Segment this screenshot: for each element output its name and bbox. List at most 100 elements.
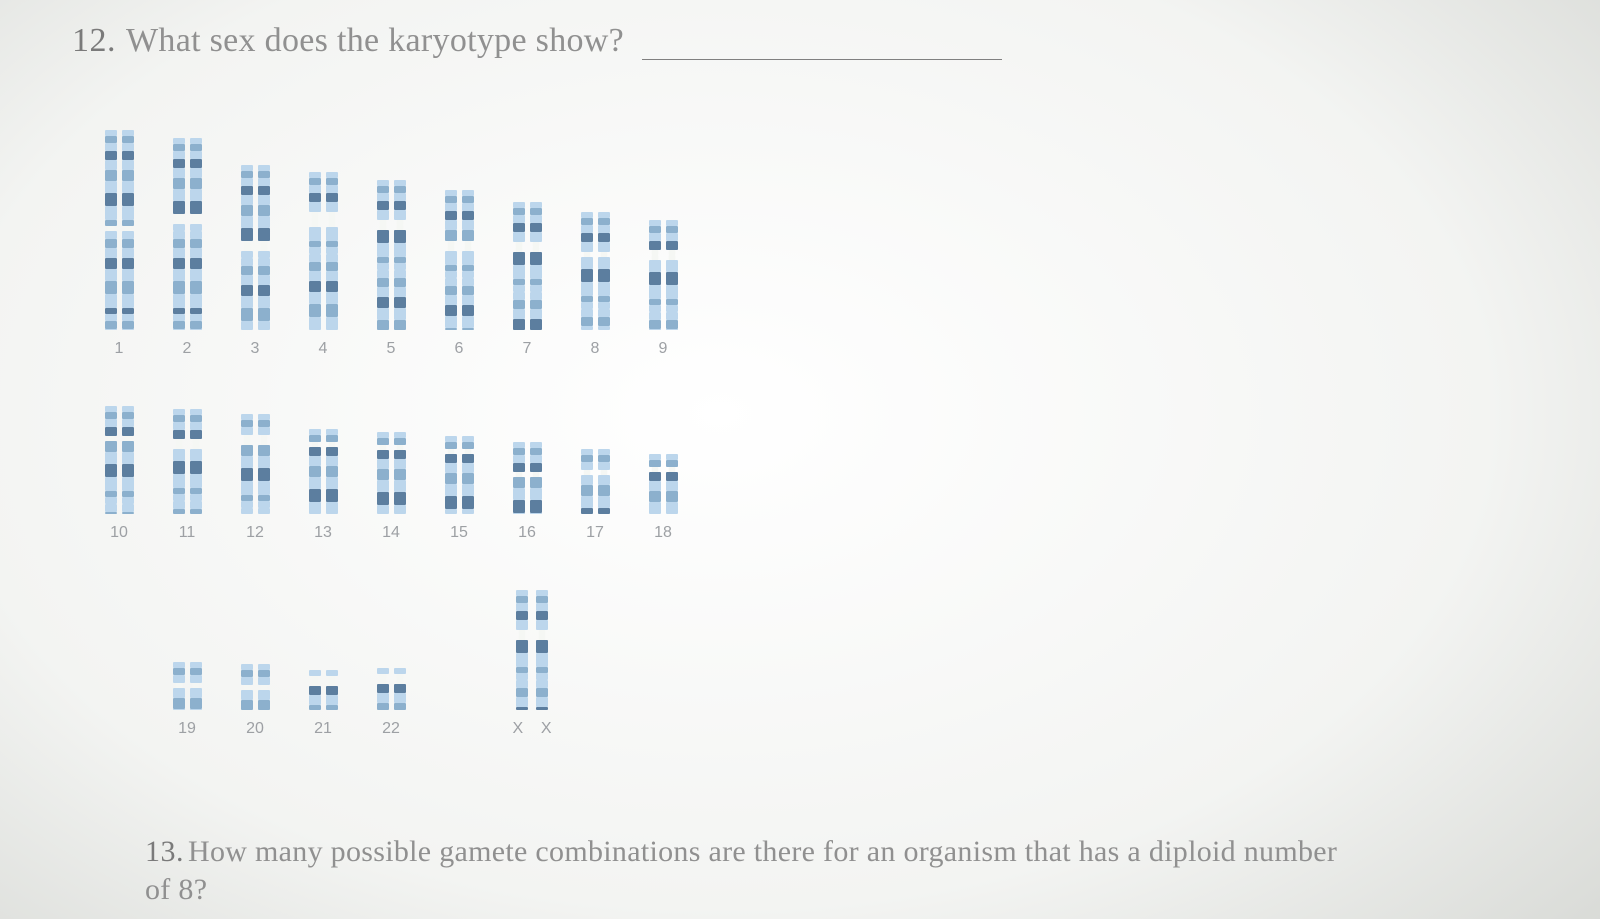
chromosome [377,180,389,330]
chromosome [173,138,185,330]
chromosome [190,662,202,710]
chromosome [445,190,457,330]
chromosome-label: 16 [518,524,536,542]
sex-chromosome-pair: X X [493,590,571,738]
karyotype-row: 19 20 21 22 X X [85,590,697,738]
chromosome [105,130,117,330]
chromosome-pair: 1 [85,130,153,358]
chromosome-pair: 12 [221,414,289,542]
chromosome [666,220,678,330]
question-13-text-line1: How many possible gamete combinations ar… [188,835,1337,868]
chromosome [666,454,678,514]
chromosome [241,414,253,514]
question-13-number: 13. [145,835,184,868]
chromosome [598,449,610,514]
chromosome [326,670,338,710]
chromosome-pair: 16 [493,442,561,542]
chromosome [105,406,117,514]
chromosome [309,429,321,514]
chromosome-pair: 7 [493,202,561,358]
chromosome [394,180,406,330]
question-13-line2: of 8? [145,873,207,907]
karyotype-row: 1 2 3 4 5 6 7 8 9 [85,130,697,358]
chromosome [326,172,338,330]
chromosome-label: 11 [179,524,196,542]
chromosome-pair: 3 [221,165,289,358]
chromosome-label: 22 [382,720,400,738]
chromosome [513,202,525,330]
chromosome-pair: 5 [357,180,425,358]
chromosome-label: 9 [659,340,668,358]
karyotype-row: 10 11 12 13 14 15 16 17 18 [85,406,697,542]
chromosome [377,432,389,514]
question-12-number: 12. [72,22,116,60]
question-12-text: What sex does the karyotype show? [126,22,624,60]
chromosome-pair: 17 [561,449,629,542]
chromosome [122,130,134,330]
chromosome-pair: 14 [357,432,425,542]
chromosome-pair: 13 [289,429,357,542]
chromosome-label: 1 [115,340,124,358]
chromosome-pair: 19 [153,662,221,738]
chromosome-pair: 20 [221,664,289,738]
chromosome [536,590,548,710]
chromosome-pair: 18 [629,454,697,542]
chromosome-label: 19 [178,720,196,738]
chromosome [462,436,474,514]
chromosome [122,406,134,514]
chromosome [377,668,389,710]
chromosome-pair: 2 [153,138,221,358]
chromosome [326,429,338,514]
chromosome [649,220,661,330]
chromosome [241,664,253,710]
chromosome [445,436,457,514]
chromosome-pair: 9 [629,220,697,358]
chromosome [173,662,185,710]
chromosome [394,432,406,514]
question-12: 12. What sex does the karyotype show? [72,22,1002,60]
question-13: 13. How many possible gamete combination… [145,835,1560,869]
chromosome-pair: 4 [289,172,357,358]
chromosome-label: 3 [251,340,260,358]
chromosome-label: 21 [314,720,332,738]
chromosome [309,172,321,330]
chromosome-pair: 22 [357,668,425,738]
chromosome [258,414,270,514]
chromosome-pair: 10 [85,406,153,542]
chromosome-label: 15 [450,524,468,542]
chromosome-label: 8 [591,340,600,358]
chromosome [190,138,202,330]
chromosome-label: 7 [523,340,532,358]
chromosome-label: 14 [382,524,400,542]
chromosome [394,668,406,710]
chromosome [241,165,253,330]
chromosome [649,454,661,514]
chromosome [173,409,185,514]
chromosome-label: 18 [654,524,672,542]
karyotype-diagram: 12345678910111213141516171819202122X X [85,130,697,786]
chromosome [258,664,270,710]
chromosome [258,165,270,330]
chromosome-label: 6 [455,340,464,358]
chromosome [190,409,202,514]
chromosome [530,202,542,330]
chromosome-label: 20 [246,720,264,738]
chromosome [309,670,321,710]
chromosome-label: 12 [246,524,264,542]
chromosome [581,212,593,330]
chromosome-pair: 8 [561,212,629,358]
chromosome-pair: 15 [425,436,493,542]
chromosome-pair: 11 [153,409,221,542]
sex-chromosome-label: X X [512,720,551,738]
chromosome-pair: 21 [289,670,357,738]
chromosome-label: 5 [387,340,396,358]
question-13-text-line2: of 8? [145,873,207,906]
chromosome [516,590,528,710]
chromosome-label: 17 [586,524,604,542]
chromosome [581,449,593,514]
chromosome [513,442,525,514]
chromosome-pair: 6 [425,190,493,358]
answer-blank [642,29,1002,60]
chromosome [462,190,474,330]
chromosome-label: 13 [314,524,332,542]
